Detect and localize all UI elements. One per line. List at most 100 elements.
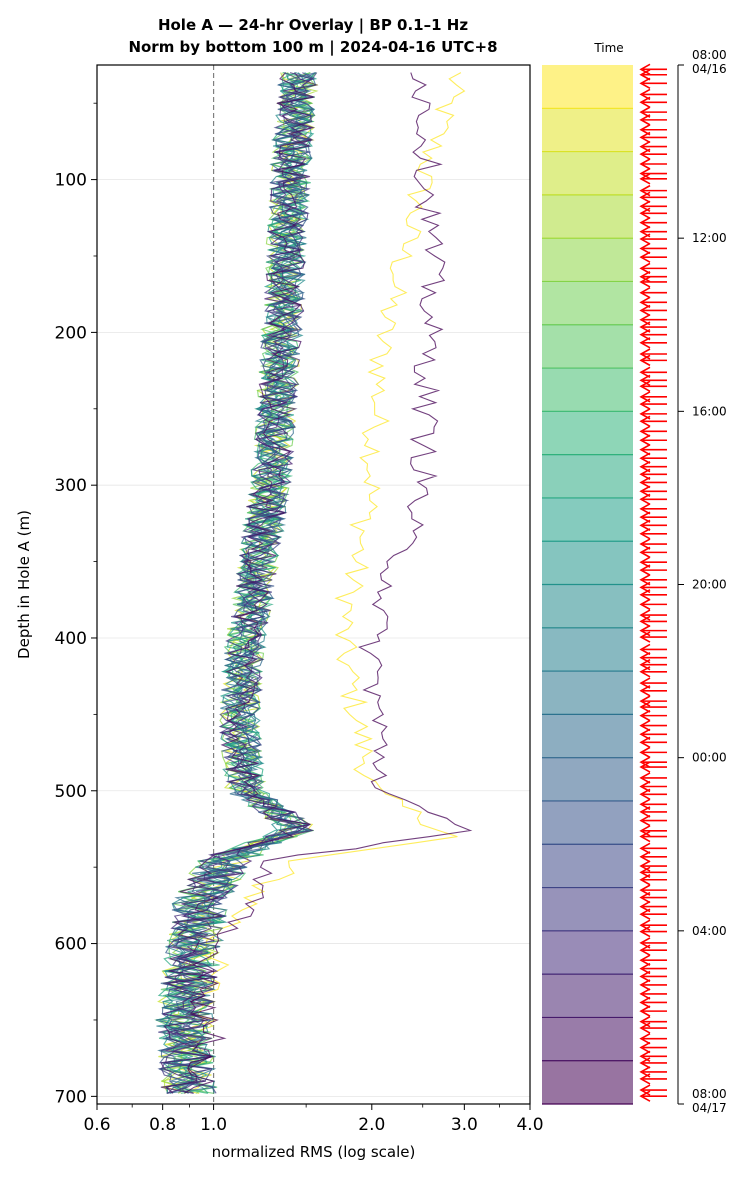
colorbar-band <box>542 1060 633 1105</box>
colorbar-band <box>542 671 633 715</box>
event-marker-arrow <box>639 825 667 837</box>
event-marker-arrow <box>639 69 667 81</box>
event-marker-arrow <box>639 304 667 317</box>
event-marker-arrow <box>639 321 667 333</box>
event-marker-arrow <box>639 937 667 949</box>
event-marker-arrow <box>639 589 667 601</box>
event-marker-arrow <box>639 485 667 497</box>
y-axis-ticks: 100 200 300 400 500 600 700 <box>55 102 97 1107</box>
event-marker-arrow <box>639 425 667 438</box>
event-marker-arrow <box>639 574 667 586</box>
event-markers <box>639 63 667 1102</box>
colorbar-title: Time <box>593 41 623 55</box>
event-marker-arrow <box>639 96 667 108</box>
event-marker-arrow <box>639 944 667 956</box>
event-marker-arrow <box>639 452 667 464</box>
event-marker-arrow <box>639 1057 667 1069</box>
colorbar-tick-label: 20:00 <box>692 578 727 592</box>
event-marker-arrow <box>639 851 667 863</box>
event-marker-arrow <box>639 925 667 938</box>
event-marker-arrow <box>639 1022 667 1034</box>
y-tick-label: 100 <box>55 171 87 191</box>
event-marker-arrow <box>639 233 667 245</box>
x-tick-label: 4.0 <box>516 1115 543 1135</box>
event-marker-arrow <box>639 173 667 185</box>
event-marker-arrow <box>639 158 667 170</box>
colorbar-tick-label: 04/16 <box>692 62 727 76</box>
event-marker-arrow <box>639 415 667 427</box>
event-marker-arrow <box>639 88 667 101</box>
event-marker-arrow <box>639 772 667 784</box>
event-marker-arrow <box>639 1041 667 1054</box>
event-marker-arrow <box>639 631 667 643</box>
colorbar-band <box>542 238 633 282</box>
event-marker-arrow <box>639 519 667 532</box>
event-marker-arrow <box>639 659 667 671</box>
event-marker-arrow <box>639 207 667 219</box>
event-marker-arrow <box>639 337 667 349</box>
event-marker-arrow <box>639 314 667 326</box>
y-tick-label: 400 <box>55 629 87 649</box>
event-marker-arrow <box>639 114 667 126</box>
colorbar-tick-label: 00:00 <box>692 751 727 765</box>
event-marker-arrow <box>639 546 667 559</box>
title-line-1: Hole A — 24-hr Overlay | BP 0.1–1 Hz <box>158 16 468 35</box>
trace-group <box>154 72 473 1094</box>
event-marker-arrow <box>639 666 667 678</box>
grid-lines <box>97 179 530 1097</box>
colorbar-band <box>542 800 633 845</box>
trace-line-0700 <box>184 72 473 1094</box>
colorbar-band <box>542 151 633 196</box>
event-marker-arrow <box>639 1005 667 1017</box>
y-axis-label: Depth in Hole A (m) <box>15 510 33 659</box>
event-marker-arrow <box>639 191 667 204</box>
x-tick-label: 0.8 <box>149 1115 176 1135</box>
colorbar-band <box>542 411 633 456</box>
event-marker-arrow <box>639 140 667 153</box>
event-marker-arrow <box>639 1090 667 1102</box>
colorbar-tick-label: 04:00 <box>692 924 727 938</box>
event-marker-arrow <box>639 366 667 379</box>
event-marker-arrow <box>639 63 667 76</box>
colorbar-band <box>542 757 633 802</box>
colorbar-band <box>542 497 633 542</box>
event-marker-arrow <box>639 225 667 238</box>
colorbar-band <box>542 584 633 629</box>
colorbar-band <box>542 65 633 109</box>
x-axis-ticks: 0.6 0.8 1.0 2.0 3.0 4.0 <box>83 1104 544 1135</box>
event-marker-arrow <box>639 476 667 489</box>
event-marker-arrow <box>639 685 667 697</box>
event-marker-arrow <box>639 970 667 983</box>
event-marker-arrow <box>639 380 667 392</box>
event-marker-arrow <box>639 328 667 341</box>
event-marker-arrow <box>639 746 667 759</box>
event-marker-arrow <box>639 434 667 446</box>
colorbar-tick-label: 12:00 <box>692 231 727 245</box>
event-marker-arrow <box>639 296 667 309</box>
event-marker-arrow <box>639 1050 667 1063</box>
colorbar-ticks: 08:0004/1612:0016:0020:0000:0004:0008:00… <box>677 48 727 1115</box>
event-marker-arrow <box>639 780 667 793</box>
event-marker-arrow <box>639 242 667 255</box>
colorbar-band <box>542 627 633 672</box>
x-tick-label: 2.0 <box>358 1115 385 1135</box>
trace-line-0800 <box>178 72 466 1094</box>
event-marker-arrow <box>639 756 667 768</box>
x-tick-label: 3.0 <box>451 1115 478 1135</box>
event-marker-arrow <box>639 728 667 740</box>
trace-line-1700 <box>155 72 314 1094</box>
event-marker-arrow <box>639 528 667 540</box>
colorbar-tick-label: 04/17 <box>692 1101 727 1115</box>
event-marker-arrow <box>639 200 667 212</box>
colorbar-tick-label: 16:00 <box>692 404 727 418</box>
event-marker-arrow <box>639 900 667 913</box>
x-axis-label: normalized RMS (log scale) <box>212 1143 416 1161</box>
event-marker-arrow <box>639 1066 667 1078</box>
event-marker-arrow <box>639 996 667 1009</box>
colorbar-tick-label: 08:00 <box>692 1087 727 1101</box>
event-marker-arrow <box>639 830 667 843</box>
colorbar-band <box>542 541 633 585</box>
event-marker-arrow <box>639 581 667 594</box>
x-tick-label: 1.0 <box>200 1115 227 1135</box>
event-marker-arrow <box>639 643 667 656</box>
